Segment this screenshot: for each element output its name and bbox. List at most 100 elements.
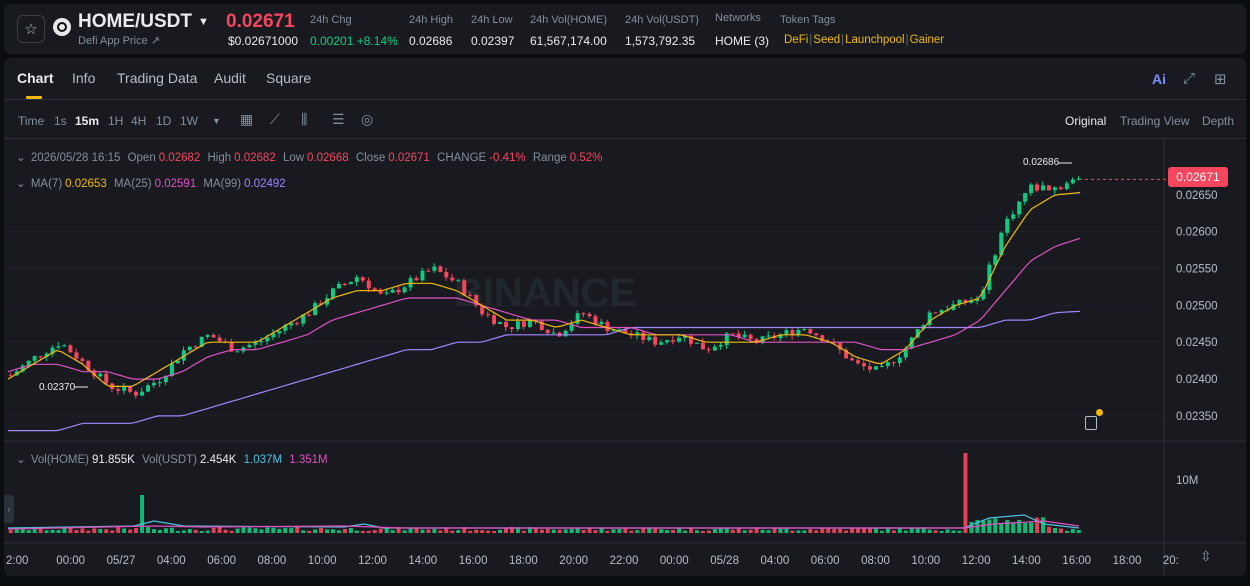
stat-24h-vol-usdt-label: 24h Vol(USDT): [625, 14, 699, 26]
price-page-link[interactable]: Defi App Price ↗: [78, 35, 160, 47]
interval-1h[interactable]: 1H: [108, 114, 124, 128]
candle-body: [354, 277, 359, 282]
volume-bar: [760, 529, 765, 533]
candle-body: [247, 344, 252, 348]
interval-1w[interactable]: 1W: [180, 114, 198, 128]
display-settings-icon[interactable]: ◎: [361, 111, 374, 127]
time-tick-label: 04:00: [761, 555, 790, 567]
candle-body: [999, 232, 1004, 256]
view-trading-view[interactable]: Trading View: [1120, 114, 1190, 128]
candle-body: [1052, 187, 1057, 191]
volume-bar: [110, 530, 115, 533]
candle-body: [796, 329, 801, 336]
candle-body: [993, 255, 998, 265]
volume-bar: [677, 528, 682, 533]
time-tick-label: 18:00: [1113, 555, 1142, 567]
current-price-tag: 0.02671: [1168, 167, 1228, 187]
layout-grid-icon[interactable]: ⊞: [1214, 71, 1227, 88]
fit-axis-icon[interactable]: ⇳: [1200, 548, 1212, 564]
notes-icon[interactable]: [1085, 409, 1103, 432]
price-tick-label: 0.02500: [1176, 300, 1218, 312]
interval-4h[interactable]: 4H: [131, 114, 147, 128]
time-tick-label: 05/28: [710, 555, 739, 567]
candle-body: [492, 315, 497, 324]
candle-body: [915, 329, 920, 338]
candlestick-chart[interactable]: 0.02350 0.02400 0.02450 0.02500 0.02550 0.026…: [4, 58, 1246, 576]
volume-bar: [694, 530, 699, 533]
candle-body: [68, 345, 73, 353]
tag-launchpool[interactable]: Launchpool: [845, 34, 905, 46]
volume-bar: [354, 530, 359, 533]
tag-gainer[interactable]: Gainer: [909, 34, 945, 46]
volume-bar: [462, 527, 467, 533]
candle-body: [38, 356, 43, 358]
price-tick-label: 0.02650: [1176, 190, 1218, 202]
volume-bar: [963, 453, 968, 533]
interval-1s[interactable]: 1s: [54, 114, 67, 128]
expand-icon[interactable]: ⤢: [1183, 70, 1196, 87]
candle-body: [146, 385, 150, 392]
calendar-icon[interactable]: ▦: [240, 111, 254, 127]
volume-bar: [683, 530, 687, 533]
volume-bar: [533, 528, 538, 533]
chart-type-icon[interactable]: ⫼: [301, 111, 308, 127]
volume-bar: [706, 530, 711, 533]
interval-15m[interactable]: 15m: [75, 114, 100, 128]
stat-networks-value[interactable]: HOME (3): [715, 34, 769, 48]
price-tick-label: 0.02600: [1176, 227, 1218, 239]
token-tags-label: Token Tags: [780, 14, 836, 26]
candle-body: [1011, 214, 1016, 219]
candle-body: [623, 329, 628, 334]
candle-body: [581, 313, 586, 315]
symbol-title[interactable]: HOME/USDT: [78, 11, 192, 32]
star-icon[interactable]: ☆: [17, 15, 45, 43]
volume-bar: [957, 530, 962, 533]
tab-audit[interactable]: Audit: [214, 70, 246, 86]
volume-bar: [414, 528, 419, 533]
volume-bar: [193, 529, 198, 533]
candle-body: [271, 333, 276, 338]
interval-1d[interactable]: 1D: [156, 114, 172, 128]
tag-seed[interactable]: Seed: [813, 34, 841, 46]
more-intervals-icon[interactable]: ▼: [212, 116, 221, 126]
view-original[interactable]: Original: [1065, 114, 1107, 128]
volume-bar: [772, 527, 777, 533]
time-tick-label: 12:00: [358, 555, 387, 567]
interval-time[interactable]: Time: [18, 114, 45, 128]
volume-bar: [832, 528, 837, 533]
ai-icon[interactable]: Ai: [1152, 71, 1166, 87]
tab-info[interactable]: Info: [72, 70, 96, 86]
indicators-icon[interactable]: ⟋: [270, 111, 280, 127]
volume-bar: [438, 530, 443, 533]
candle-body: [665, 340, 670, 343]
chart-toolbar: Time 1s 15m 1H 4H 1D 1W ▼ ▦ ⟋ ⫼ ☰ ◎ Orig…: [4, 101, 1246, 139]
volume-bar: [265, 527, 270, 533]
candle-body: [331, 288, 335, 299]
candle-body: [551, 332, 556, 334]
volume-bar: [736, 527, 741, 533]
tab-trading-data[interactable]: Trading Data: [117, 70, 198, 86]
candle-body: [1076, 178, 1081, 180]
candle-body: [677, 337, 682, 342]
candle-body: [754, 339, 759, 343]
volume-bar: [856, 528, 861, 533]
view-depth[interactable]: Depth: [1202, 114, 1235, 128]
candle-body: [575, 313, 580, 324]
tab-square[interactable]: Square: [266, 70, 312, 86]
time-tick-label: 12:00: [962, 555, 991, 567]
candle-body: [635, 332, 640, 336]
symbol-dropdown-icon[interactable]: ▼: [198, 16, 209, 28]
volume-bar: [331, 529, 335, 533]
tab-chart[interactable]: Chart: [17, 70, 54, 86]
candle-body: [969, 301, 974, 303]
candle-body: [539, 321, 544, 331]
candle-body: [515, 321, 520, 330]
tag-defi[interactable]: DeFi: [784, 34, 809, 46]
legend-date: 2026/05/28 16:15: [30, 152, 121, 164]
candle-body: [104, 373, 109, 384]
volume-bar: [1011, 522, 1016, 533]
chart-settings-icon[interactable]: ☰: [332, 111, 345, 127]
stat-24h-low-label: 24h Low: [471, 14, 513, 26]
time-tick-label: 08:00: [258, 555, 287, 567]
side-expand-icon[interactable]: ›: [4, 495, 14, 523]
